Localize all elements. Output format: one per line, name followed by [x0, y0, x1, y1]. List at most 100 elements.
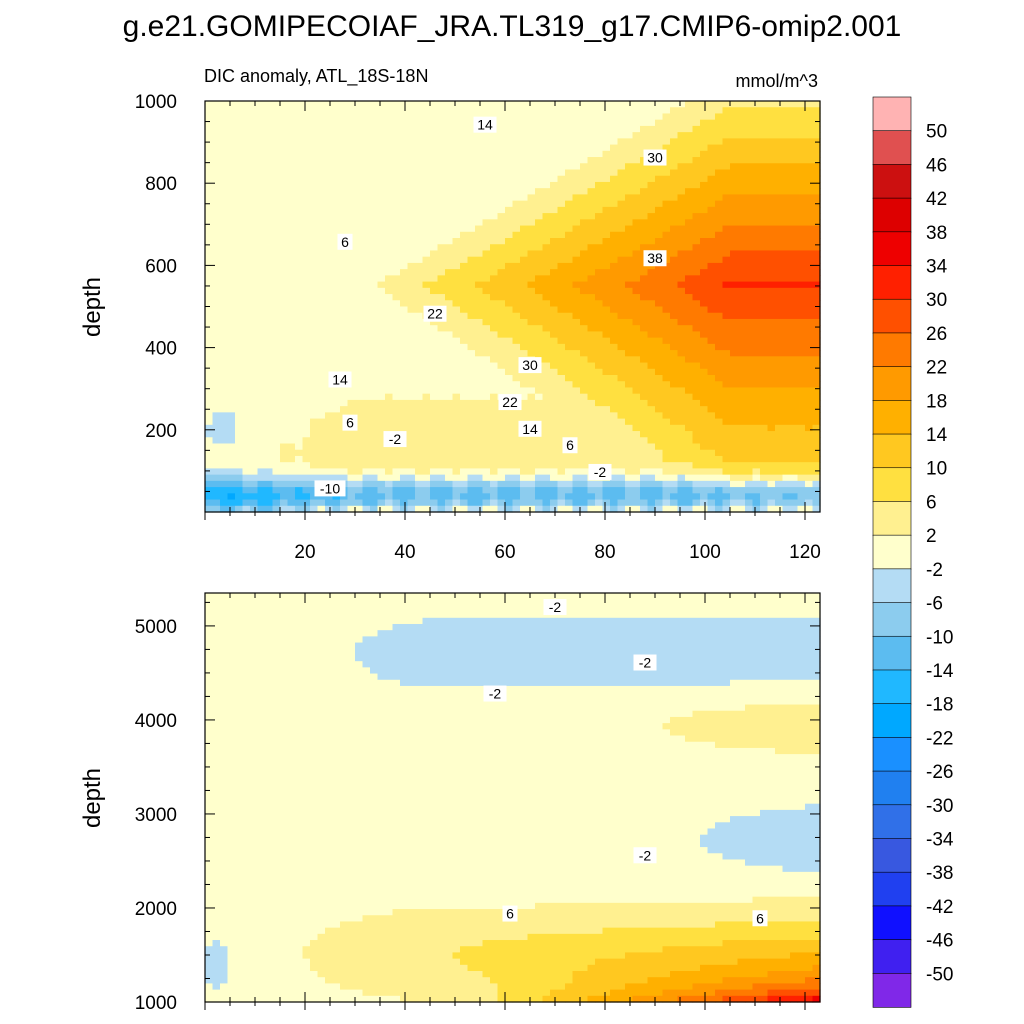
contour-label: 14 — [328, 371, 352, 388]
y-tick-label: 800 — [145, 174, 177, 195]
colorbar-level-label: -38 — [926, 863, 953, 884]
y-tick-label: 600 — [145, 256, 177, 277]
colorbar-level-label: -18 — [926, 695, 953, 716]
colorbar-level-label: 42 — [926, 189, 947, 210]
colorbar-level-label: -26 — [926, 762, 953, 783]
colorbar-bin — [872, 804, 912, 840]
upper-panel-y-axis-label: depth — [79, 277, 106, 337]
colorbar-bin — [872, 703, 912, 739]
y-tick-label: 400 — [145, 339, 177, 360]
figure-title: g.e21.GOMIPECOIAF_JRA.TL319_g17.CMIP6-om… — [123, 10, 902, 43]
colorbar-bin — [872, 265, 912, 300]
colorbar-bin — [872, 467, 912, 503]
colorbar-level-label: 14 — [926, 425, 948, 446]
contour-label: 14 — [473, 116, 497, 133]
contour-label: 6 — [562, 437, 578, 454]
upper-panel-contour-fill — [205, 101, 821, 513]
colorbar-bin — [872, 568, 912, 604]
contour-label: 22 — [423, 305, 447, 322]
plot-frame — [204, 592, 821, 1003]
contour-label: -2 — [383, 431, 407, 448]
y-tick-label: 2000 — [135, 899, 177, 920]
colorbar: 50 46 42 38 34 30 26 22 18 14 10 6 2 -2 -6 -10 -14 -18 -22… — [872, 96, 954, 1008]
colorbar-bin — [872, 501, 912, 536]
colorbar-level-label: 34 — [926, 257, 948, 278]
x-tick-label: 60 — [494, 542, 515, 563]
colorbar-bin — [872, 669, 912, 705]
colorbar-bin — [872, 366, 912, 402]
colorbar-bin — [872, 838, 912, 873]
y-tick-label: 1000 — [135, 993, 177, 1014]
colorbar-level-label: 46 — [926, 155, 947, 176]
y-tick-label: 200 — [145, 421, 177, 442]
contour-label: -2 — [633, 654, 657, 671]
contour-label: -2 — [633, 847, 657, 864]
colorbar-level-label: 38 — [926, 223, 947, 244]
colorbar-level-label: -6 — [926, 594, 943, 615]
colorbar-bin — [872, 332, 912, 368]
colorbar-bin — [872, 737, 912, 772]
contour-label: 6 — [342, 414, 358, 431]
lower-panel-contour-labels: 6 6 -2 -2 -2 -2 — [483, 599, 768, 927]
colorbar-bin — [872, 635, 912, 671]
colorbar-bin — [872, 96, 912, 132]
upper-contour-panel: DIC anomaly, ATL_18S-18N mmol/m^3 -10-2-… — [79, 66, 821, 563]
x-tick-label: 40 — [394, 542, 415, 563]
colorbar-level-label: -10 — [926, 627, 953, 648]
y-tick-label: 4000 — [135, 711, 177, 732]
colorbar-level-label: -46 — [926, 931, 953, 952]
colorbar-level-label: 10 — [926, 459, 947, 480]
contour-label: -2 — [483, 685, 507, 702]
contour-label: 22 — [498, 394, 522, 411]
lower-panel-y-axis-label: depth — [79, 768, 106, 828]
x-tick-label: 100 — [689, 542, 721, 563]
colorbar-level-label: -22 — [926, 728, 953, 749]
colorbar-bin — [872, 602, 912, 637]
contour-label: -2 — [543, 599, 567, 616]
colorbar-level-label: 26 — [926, 324, 947, 345]
y-tick-label: 1000 — [135, 92, 177, 113]
upper-panel-axes: 200 400 600 800 1000 20 40 60 80 100 120 — [135, 92, 821, 563]
contour-label: 6 — [502, 905, 518, 922]
upper-panel-contour-labels: -10 -2 -2 6 14 6 22 14 30 22 38 6 30 14 — [314, 116, 667, 497]
colorbar-level-label: -2 — [926, 560, 943, 581]
lower-panel-axes: 1000 2000 3000 4000 5000 — [135, 592, 821, 1014]
colorbar-level-label: 22 — [926, 358, 947, 379]
contour-label: 14 — [518, 420, 542, 437]
lower-panel-contour-fill — [205, 593, 821, 1003]
colorbar-bin — [872, 130, 912, 166]
upper-panel-units: mmol/m^3 — [736, 71, 818, 91]
colorbar-level-label: -14 — [926, 661, 954, 682]
colorbar-bin — [872, 871, 912, 907]
x-tick-label: 80 — [594, 542, 615, 563]
colorbar-bin — [872, 939, 912, 974]
colorbar-bin — [872, 164, 912, 199]
colorbar-level-label: 18 — [926, 391, 947, 412]
colorbar-bin — [872, 972, 912, 1008]
colorbar-level-label: -42 — [926, 897, 953, 918]
lower-contour-panel: 6 6 -2 -2 -2 -2 1000 2000 3000 4000 5000 depth — [79, 592, 821, 1014]
colorbar-bin — [872, 534, 912, 570]
contour-label: 6 — [337, 233, 353, 250]
contour-label: 30 — [518, 357, 542, 374]
colorbar-level-label: 6 — [926, 492, 937, 513]
colorbar-bin — [872, 433, 912, 469]
y-tick-label: 3000 — [135, 805, 177, 826]
colorbar-level-label: 2 — [926, 526, 937, 547]
colorbar-level-label: 30 — [926, 290, 947, 311]
contour-label: 6 — [752, 910, 768, 927]
upper-panel-subtitle: DIC anomaly, ATL_18S-18N — [204, 66, 428, 87]
contour-label: 38 — [643, 250, 667, 267]
colorbar-bin — [872, 770, 912, 806]
colorbar-bin — [872, 197, 912, 233]
colorbar-bin — [872, 298, 912, 334]
y-tick-label: 5000 — [135, 617, 177, 638]
colorbar-level-label: 50 — [926, 122, 947, 143]
colorbar-bin — [872, 905, 912, 941]
colorbar-bin — [872, 231, 912, 267]
colorbar-level-label: -30 — [926, 796, 953, 817]
colorbar-level-label: -34 — [926, 829, 954, 850]
colorbar-bin — [872, 400, 912, 435]
contour-label: -10 — [314, 480, 346, 497]
